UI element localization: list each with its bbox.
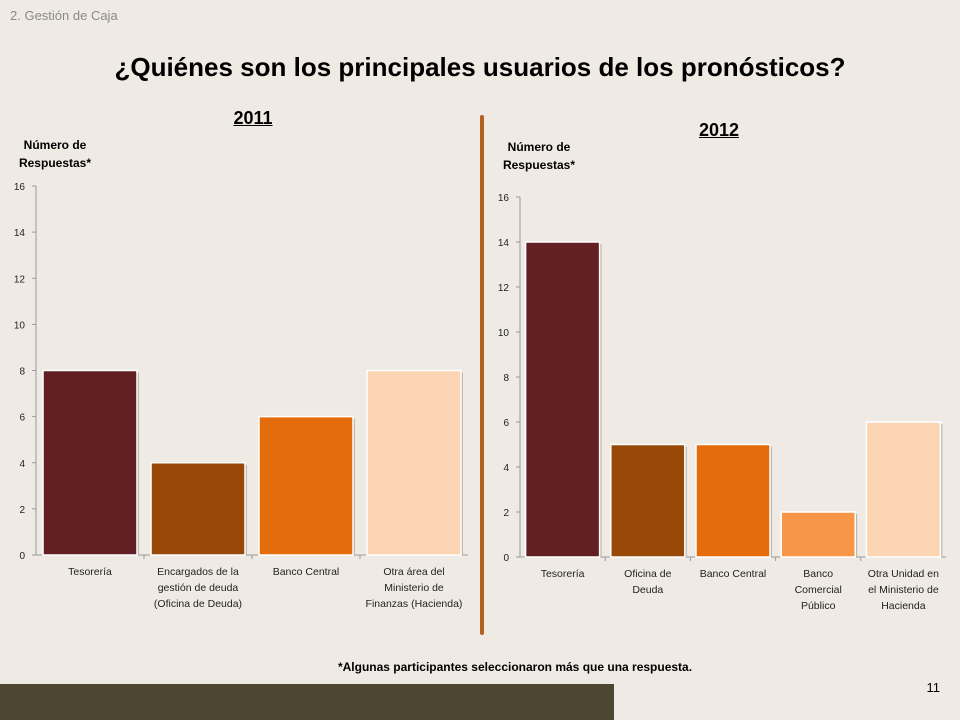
x-category-label: Banco Central (700, 568, 767, 580)
chart-divider (480, 115, 484, 635)
y-tick-label: 6 (19, 413, 25, 424)
bar-1 (610, 443, 686, 558)
x-category-label: Banco Central (273, 566, 340, 578)
y-tick-label: 10 (498, 328, 510, 339)
bar-2 (695, 443, 771, 558)
page-number: 11 (926, 680, 941, 695)
y-tick-label: 8 (19, 367, 25, 378)
y-tick-label: 14 (498, 238, 510, 249)
footnote: *Algunas participantes seleccionaron más… (337, 660, 693, 674)
bar-3 (366, 369, 462, 556)
chart-2011-ylabel: Número de Respuestas* (18, 138, 92, 170)
y-tick-label: 10 (14, 320, 26, 331)
chart-2012-title: 2012 (698, 120, 740, 140)
x-category-label: Otra área del Ministerio de Finanzas (Haci… (366, 566, 463, 610)
chart-2011-title: 2011 (233, 108, 273, 128)
bar-2 (258, 415, 354, 556)
chart-2012-ylabel: Número de Respuestas* (502, 140, 576, 172)
slide-title: ¿Quiénes son los principales usuarios de… (114, 52, 846, 82)
y-tick-label: 0 (19, 551, 25, 562)
y-tick-label: 12 (498, 283, 510, 294)
bar-3 (780, 511, 856, 558)
chart-2011: 0 2 4 6 8 10 12 14 16 Tesorería Encargados de la ge… (14, 182, 468, 610)
bar-4 (865, 421, 942, 558)
x-category-label: Oficina de Deuda (624, 568, 671, 596)
y-tick-label: 2 (503, 508, 509, 519)
y-tick-label: 16 (14, 182, 26, 193)
y-tick-label: 16 (498, 193, 510, 204)
bar-1 (150, 462, 246, 556)
x-category-label: Banco Comercial Público (795, 568, 842, 612)
y-tick-label: 4 (503, 463, 509, 474)
y-tick-label: 4 (19, 459, 25, 470)
y-tick-label: 0 (503, 553, 509, 564)
chart-2012: 0 2 4 6 8 10 12 14 16 Tesorería Oficina de Deuda Ban… (498, 193, 946, 612)
y-tick-label: 2 (19, 505, 25, 516)
bar-0 (524, 241, 601, 558)
section-label: 2. Gestión de Caja (10, 8, 118, 23)
y-tick-label: 6 (503, 418, 509, 429)
bar-0 (42, 369, 138, 556)
y-tick-label: 12 (14, 274, 26, 285)
y-tick-label: 14 (14, 228, 26, 239)
bottom-bar (0, 684, 614, 720)
y-tick-label: 8 (503, 373, 509, 384)
x-category-label: Encargados de la gestión de deuda (Oficina… (154, 566, 242, 610)
x-category-label: Tesorería (541, 568, 585, 580)
x-category-label: Otra Unidad en el Ministerio de Hacienda (868, 568, 939, 612)
x-category-label: Tesorería (68, 566, 112, 578)
